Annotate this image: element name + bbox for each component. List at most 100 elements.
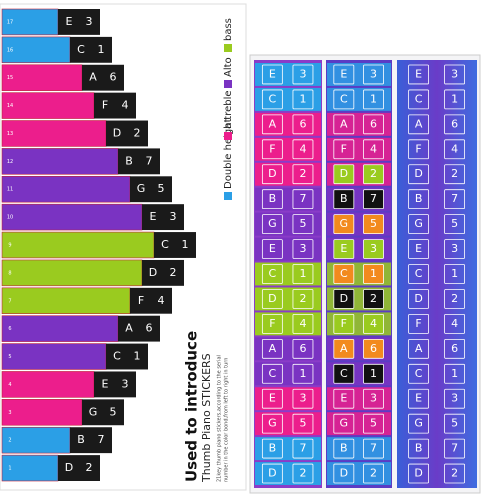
key-number: 5 [370,217,377,230]
key-row [255,63,321,86]
number-box [363,388,384,409]
key-letter: B [77,433,85,446]
letter-box [261,388,283,409]
key-letter: E [340,242,347,255]
left-sheet-content: 17 E 316 C 115 A 614 F 413 D 212 B 711 G 510 E 39 C 18 D 27 F… [1,8,234,483]
key-index: 1 [8,466,11,472]
key-number: 4 [370,142,377,155]
key-number: 7 [451,192,458,205]
key-number: 6 [110,71,117,84]
label-box [70,427,112,454]
key-index: 16 [7,47,13,53]
key-number: 2 [370,292,377,305]
number-box [363,114,384,135]
intro-heading: Used to introduce [183,331,201,482]
letter-box [261,114,283,135]
key-row [255,137,321,161]
key-number: 2 [451,292,458,305]
key-number: 1 [370,92,377,105]
key-number: 3 [451,392,458,405]
key-letter: A [89,71,97,84]
key-bar [1,343,107,370]
key-number: 3 [451,242,458,255]
key-letter: C [269,367,277,380]
key-number: 3 [451,67,458,80]
key-bar [1,64,83,91]
key-number: 5 [451,217,458,230]
legend-label: Double height [223,118,234,189]
strip-background [397,60,477,488]
legend-item: Double height [223,118,234,200]
number-box [363,64,384,85]
key-bar [1,231,155,259]
letter-box [261,164,283,185]
label-box [58,9,100,35]
label-box [82,64,124,91]
key-letter: B [269,192,277,205]
key-row [255,287,321,311]
key-number: 2 [451,467,458,480]
number-box [444,264,466,284]
number-box [292,114,314,135]
key-letter: C [161,238,169,251]
key-number: 4 [451,142,458,155]
key-letter: D [414,467,422,480]
number-box [292,264,314,284]
label-box [70,36,112,63]
key-number: 6 [146,322,153,335]
key-letter: B [415,192,423,205]
key-letter: G [137,182,146,195]
label-box [142,204,184,231]
key-letter: A [269,117,277,130]
letter-box [333,413,355,434]
key-letter: B [340,192,348,205]
key-row [327,462,391,485]
key-number: 2 [370,167,377,180]
key-bar [1,8,59,36]
key-number: 2 [170,266,177,279]
number-box [292,438,314,459]
letter-box [261,264,283,284]
letter-box [408,164,430,185]
key-number: 2 [451,167,458,180]
key-bar [1,148,119,175]
key-bar [1,175,131,203]
letter-box [333,338,355,359]
letter-box [408,388,430,409]
number-box [292,239,314,259]
key-letter: G [89,405,98,418]
key-number: 5 [451,417,458,430]
key-letter: D [113,126,121,139]
number-box [363,438,384,459]
key-row [327,112,391,136]
key-letter: E [340,67,347,80]
key-letter: E [66,15,73,28]
letter-box [408,139,430,160]
key-letter: B [340,442,348,455]
key-number: 7 [299,192,306,205]
key-index: 10 [7,215,13,221]
key-index: 3 [8,410,11,416]
key-letter: E [415,242,422,255]
key-number: 2 [370,467,377,480]
key-bar [1,120,107,147]
number-box [363,338,384,359]
letter-box [333,114,355,135]
number-box [363,164,384,185]
key-letter: D [414,167,422,180]
label-box [94,371,136,398]
label-box [118,148,160,175]
key-number: 1 [451,267,458,280]
number-box [444,189,466,210]
label-box [106,343,148,370]
label-box [142,259,184,286]
intro-note: 21key thumb piano stickers,according to … [217,355,223,482]
number-box [292,139,314,160]
key-letter: A [340,342,348,355]
key-number: 2 [134,126,141,139]
letter-box [333,463,355,484]
key-letter: E [269,392,276,405]
key-index: 4 [8,382,11,388]
letter-box [408,264,430,284]
key-number: 1 [299,267,306,280]
